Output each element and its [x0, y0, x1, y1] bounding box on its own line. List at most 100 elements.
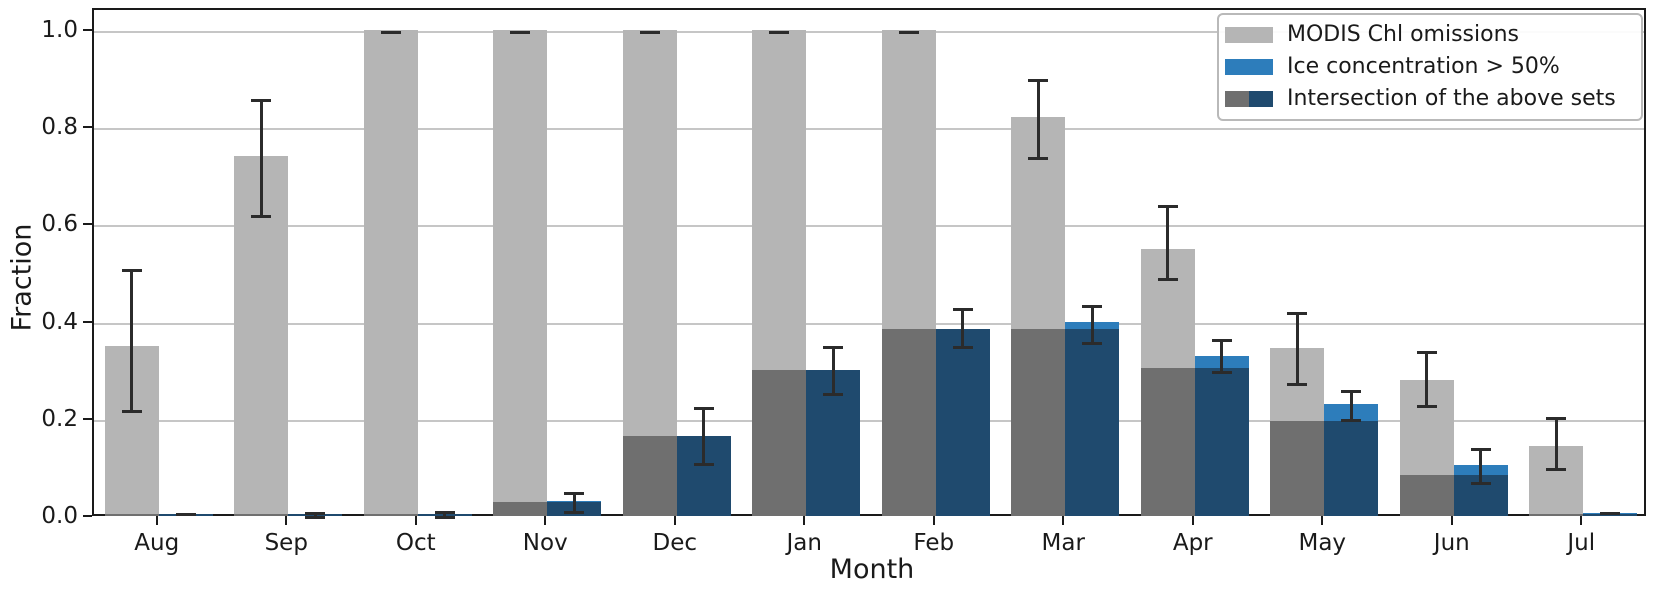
x-axis-tick-label: Dec — [652, 530, 697, 556]
errorbar-ice-jun-cap-low — [1470, 482, 1491, 486]
bar-intersection-gray-may — [1270, 421, 1325, 516]
legend-item: Ice concentration > 50% — [1225, 52, 1635, 82]
x-tick-mark — [1321, 516, 1324, 525]
bar-intersection-blue-may — [1324, 421, 1379, 516]
errorbar-modis-sep-cap-low — [251, 215, 272, 219]
x-axis-tick-label: Oct — [395, 530, 436, 556]
errorbar-modis-mar-cap-high — [1028, 79, 1049, 83]
y-axis-title: Fraction — [6, 223, 38, 332]
bar-intersection-gray-jun — [1399, 474, 1454, 516]
errorbar-ice-apr-cap-low — [1211, 370, 1232, 374]
gridline — [94, 31, 1644, 33]
legend-label: Intersection of the above sets — [1287, 86, 1616, 111]
errorbar-ice-oct-cap-low — [434, 515, 455, 519]
errorbar-modis-mar-cap-low — [1028, 156, 1049, 160]
errorbar-modis-mar-stem — [1036, 80, 1040, 159]
errorbar-ice-nov-stem — [572, 493, 576, 513]
legend-label: Ice concentration > 50% — [1287, 54, 1560, 79]
legend-swatch-intersection — [1225, 91, 1273, 107]
x-tick-mark — [932, 516, 935, 525]
errorbar-modis-jun-cap-low — [1416, 404, 1437, 408]
y-tick-mark — [83, 417, 92, 420]
x-tick-mark — [544, 516, 547, 525]
gridline — [94, 419, 1644, 422]
x-tick-mark — [285, 516, 288, 525]
y-tick-mark — [83, 29, 92, 31]
legend-swatch-half — [1225, 91, 1249, 107]
errorbar-modis-sep-stem — [259, 100, 263, 217]
x-axis-tick-label: Jun — [1433, 530, 1470, 556]
errorbar-modis-feb-cap-high — [898, 30, 919, 34]
x-axis-tick-label: Nov — [522, 530, 568, 556]
legend-swatch-half — [1249, 91, 1273, 107]
y-tick-mark — [83, 515, 92, 517]
errorbar-ice-feb-stem — [961, 309, 965, 348]
x-axis-tick-label: Feb — [913, 530, 955, 556]
errorbar-ice-jun-stem — [1479, 449, 1483, 484]
bar-intersection-gray-oct — [363, 513, 418, 516]
errorbar-ice-apr-cap-high — [1211, 339, 1232, 343]
bar-intersection-gray-mar — [1011, 328, 1066, 516]
x-tick-mark — [414, 516, 417, 525]
errorbar-ice-nov-cap-low — [564, 510, 585, 514]
errorbar-ice-sep-stem — [313, 513, 317, 517]
errorbar-modis-aug-stem — [130, 270, 134, 412]
errorbar-ice-dec-cap-low — [693, 463, 714, 467]
errorbar-ice-may-cap-high — [1341, 390, 1362, 394]
bar-intersection-gray-nov — [493, 502, 548, 516]
errorbar-modis-dec-cap-high — [639, 30, 660, 34]
gridline — [94, 128, 1644, 131]
errorbar-ice-jun-cap-high — [1470, 448, 1491, 452]
bar-intersection-blue-feb — [935, 328, 990, 516]
errorbar-ice-may-cap-low — [1341, 419, 1362, 423]
bar-intersection-gray-dec — [622, 435, 677, 516]
errorbar-modis-jul-stem — [1554, 418, 1558, 470]
errorbar-modis-jun-stem — [1425, 352, 1429, 407]
errorbar-modis-aug-cap-low — [121, 409, 142, 413]
errorbar-ice-jan-cap-low — [823, 392, 844, 396]
errorbar-modis-sep-cap-high — [251, 98, 272, 102]
bar-intersection-gray-apr — [1140, 367, 1195, 516]
errorbar-modis-apr-stem — [1166, 206, 1170, 280]
errorbar-ice-jan-stem — [831, 347, 835, 395]
y-axis-tick-label: 0.8 — [41, 114, 78, 141]
x-axis-tick-label: Sep — [264, 530, 308, 556]
legend-item: Intersection of the above sets — [1225, 84, 1635, 114]
x-axis-tick-label: Aug — [134, 530, 180, 556]
bar-intersection-gray-jan — [752, 370, 807, 516]
x-tick-mark — [1191, 516, 1194, 525]
bar-intersection-gray-aug — [104, 513, 159, 516]
gridline — [94, 322, 1644, 325]
errorbar-ice-mar-stem — [1090, 306, 1094, 344]
errorbar-ice-sep-cap-low — [305, 515, 326, 519]
errorbar-ice-jul-cap-high — [1600, 511, 1621, 515]
x-tick-mark — [1580, 516, 1583, 525]
x-axis-title: Month — [829, 554, 915, 585]
bar-intersection-blue-apr — [1194, 367, 1249, 516]
errorbar-modis-aug-cap-high — [121, 268, 142, 272]
x-tick-mark — [1062, 516, 1065, 525]
y-axis-tick-label: 0.4 — [41, 308, 78, 335]
x-tick-mark — [673, 516, 676, 525]
bar-intersection-blue-mar — [1065, 328, 1120, 516]
errorbar-ice-feb-cap-low — [952, 346, 973, 350]
errorbar-ice-oct-cap-high — [434, 510, 455, 514]
x-tick-mark — [1450, 516, 1453, 525]
errorbar-ice-dec-stem — [702, 408, 706, 465]
errorbar-ice-dec-cap-high — [693, 407, 714, 411]
legend: MODIS Chl omissions Ice concentration > … — [1217, 13, 1643, 121]
x-tick-mark — [803, 516, 806, 525]
errorbar-modis-oct-cap-high — [380, 30, 401, 34]
y-axis-tick-label: 0.6 — [41, 211, 78, 238]
x-axis-tick-label: Jan — [786, 530, 822, 556]
y-tick-mark — [83, 223, 92, 226]
y-axis-tick-label: 0.0 — [41, 503, 78, 529]
gridline — [94, 225, 1644, 228]
errorbar-modis-jun-cap-high — [1416, 351, 1437, 355]
y-axis-tick-label: 1.0 — [41, 17, 78, 43]
bar-intersection-gray-feb — [881, 328, 936, 516]
legend-label: MODIS Chl omissions — [1287, 22, 1519, 47]
bar-modis-dec — [622, 30, 677, 516]
errorbar-modis-jul-cap-low — [1546, 467, 1567, 471]
